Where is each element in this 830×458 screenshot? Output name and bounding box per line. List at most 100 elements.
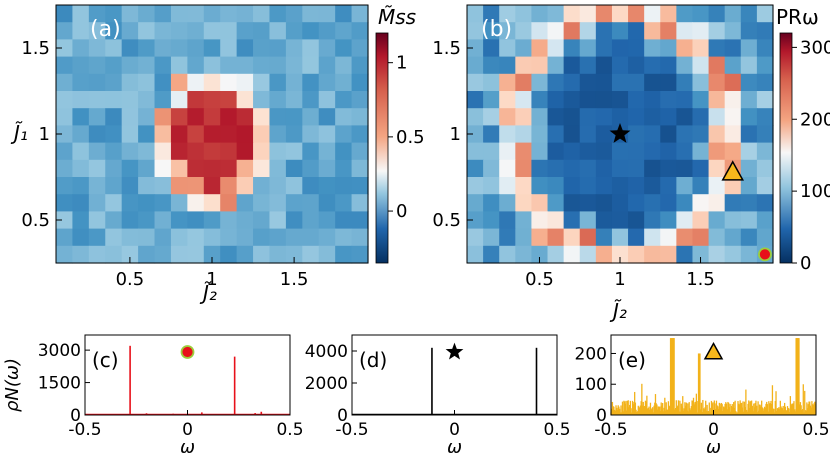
heatmap-b-cell [708, 228, 726, 247]
heatmap-a-cell [253, 73, 271, 92]
heatmap-a-cell [121, 245, 139, 264]
heatmap-b-cell [547, 228, 565, 247]
heatmap-b-cell [483, 73, 500, 92]
x-tick-label: 0.5 [802, 420, 829, 440]
heatmap-b-cell [708, 22, 726, 40]
panel-c-ylabel: ρN(ω) [2, 358, 23, 412]
heatmap-b-cell [756, 228, 774, 247]
heatmap-b-cell [644, 245, 661, 264]
y-tick-label: 0.5 [21, 210, 50, 231]
heatmap-a-cell [170, 73, 188, 92]
heatmap-a-cell [236, 177, 254, 195]
heatmap-b-cell [708, 245, 726, 264]
heatmap-a-cell [170, 177, 188, 195]
heatmap-b-cell [579, 91, 597, 109]
x-axis-label: ω [447, 437, 462, 458]
heatmap-a-cell [285, 56, 303, 75]
colorbar-b-bar [779, 32, 793, 264]
heatmap-b-cell [563, 22, 581, 40]
heatmap-b-cell [467, 73, 484, 92]
heatmap-b-cell [515, 211, 533, 230]
heatmap-b-cell [676, 211, 694, 230]
heatmap-b-cell [499, 73, 516, 92]
heatmap-b-cell [515, 177, 533, 195]
heatmap-a-cell [121, 228, 139, 247]
heatmap-b-cell [579, 194, 597, 212]
heatmap-a-cell [351, 228, 369, 247]
heatmap-a-cell [285, 159, 303, 178]
heatmap-a-cell [170, 125, 188, 144]
heatmap-b-cells [467, 5, 774, 264]
heatmap-b-cell [692, 91, 710, 109]
heatmap-a-cell [105, 125, 123, 144]
heatmap-a-cell [253, 56, 271, 75]
heatmap-b-cell [579, 159, 597, 178]
panel-a-label: (a) [90, 17, 121, 42]
heatmap-b-cell [692, 142, 710, 161]
heatmap-b-cell [692, 39, 710, 58]
heatmap-a-cell [302, 91, 320, 109]
heatmap-b-cell [499, 108, 516, 126]
heatmap-a-cell [351, 73, 369, 92]
heatmap-a-cell [121, 125, 139, 144]
y-tick-label: 1500 [38, 374, 81, 394]
heatmap-a-cell [203, 91, 221, 109]
heatmap-a-cell [121, 39, 139, 58]
heatmap-a-cell [302, 142, 320, 161]
heatmap-b-cell [644, 39, 661, 58]
y-tick-label: 4000 [305, 342, 348, 362]
heatmap-b-cell [756, 22, 774, 40]
heatmap-b-cell [531, 194, 549, 212]
heatmap-b-cell [708, 125, 726, 144]
x-tick-label: 1 [614, 269, 625, 290]
heatmap-b-cell [708, 5, 726, 23]
heatmap-b-cell [740, 56, 758, 75]
heatmap-b-cell [692, 73, 710, 92]
heatmap-b-cell [692, 228, 710, 247]
heatmap-b-cell [724, 245, 742, 264]
heatmap-b-cell [483, 211, 500, 230]
heatmap-b-cell [660, 91, 677, 109]
panel-a-ticks: 0.5 1 1.5 0.5 1 1.5 [21, 38, 308, 290]
heatmap-a-cell [154, 108, 172, 126]
heatmap-b-cell [595, 56, 613, 75]
colorbar-tick-label: 0.5 [396, 127, 425, 148]
heatmap-a-cell [318, 194, 336, 212]
x-axis-label: ω [706, 437, 721, 458]
heatmap-a-cell [105, 211, 123, 230]
heatmap-b-cell [595, 125, 613, 144]
heatmap-a-cell [253, 177, 271, 195]
heatmap-a-cell [351, 211, 369, 230]
heatmap-b-cell [644, 211, 661, 230]
heatmap-a-cell [56, 194, 74, 212]
heatmap-b-cell [467, 245, 484, 264]
heatmap-b-cell [579, 245, 597, 264]
heatmap-a-cell [203, 142, 221, 161]
heatmap-b-cell [660, 142, 677, 161]
heatmap-a-cell [269, 91, 287, 109]
heatmap-a-cell [72, 177, 90, 195]
heatmap-b-cell [563, 245, 581, 264]
heatmap-a-cell [105, 142, 123, 161]
heatmap-b-cell [676, 91, 694, 109]
heatmap-a-cell [236, 39, 254, 58]
heatmap-a-cell [285, 177, 303, 195]
heatmap-b-cell [740, 142, 758, 161]
heatmap-b-cell [628, 39, 645, 58]
heatmap-a-cell [236, 56, 254, 75]
heatmap-b-cell [483, 142, 500, 161]
heatmap-b-cell [547, 22, 565, 40]
x-tick-label: -0.5 [594, 420, 627, 440]
heatmap-a-cell [318, 125, 336, 144]
heatmap-a-cell [154, 39, 172, 58]
heatmap-b-cell [611, 108, 629, 126]
heatmap-b-cell [611, 194, 629, 212]
heatmap-b-cell [531, 245, 549, 264]
heatmap-a-cell [187, 245, 205, 264]
heatmap-b-cell [563, 228, 581, 247]
heatmap-b-cell [515, 56, 533, 75]
heatmap-b-cell [467, 194, 484, 212]
heatmap-a-cell [253, 39, 271, 58]
